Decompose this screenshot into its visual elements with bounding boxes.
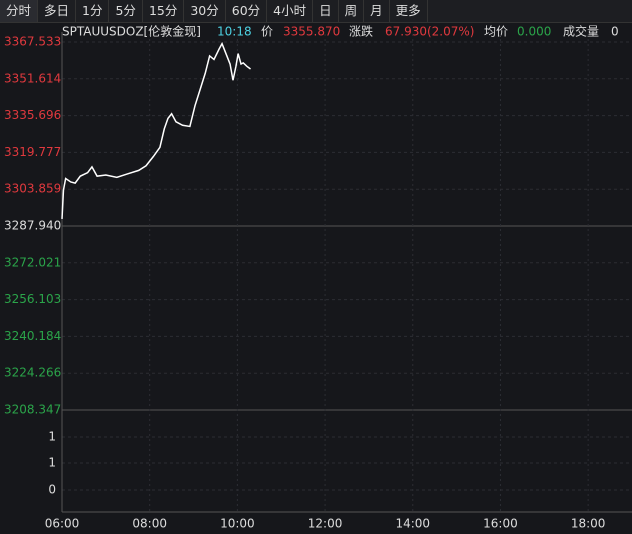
tab[interactable]: 月	[364, 0, 390, 22]
x-tick-label: 08:00	[132, 517, 167, 531]
y-tick-label: 3287.940	[4, 219, 61, 233]
change: 67.930(2.07%)	[385, 25, 474, 39]
x-tick-label: 16:00	[483, 517, 518, 531]
tab[interactable]: 30分	[184, 0, 226, 22]
y-tick-label: 3224.266	[4, 366, 61, 380]
tab[interactable]: 15分	[143, 0, 185, 22]
tab[interactable]: 1分	[76, 0, 110, 22]
volume-label: 1	[48, 430, 56, 444]
y-tick-label: 3319.777	[4, 145, 61, 159]
volume-label: 1	[48, 456, 56, 470]
toolbar: 分时 多日 1分 5分 15分 30分 60分 4小时日周月更多	[0, 0, 632, 23]
price-label: 价	[261, 25, 273, 39]
y-tick-label: 3240.184	[4, 329, 61, 343]
tab[interactable]: 4小时	[267, 0, 314, 22]
y-tick-label: 3256.103	[4, 292, 61, 306]
tab[interactable]: 周	[339, 0, 365, 22]
y-tick-label: 3272.021	[4, 255, 61, 269]
tab[interactable]: 多日	[38, 0, 77, 22]
price-line	[61, 41, 251, 219]
x-tick-label: 12:00	[308, 517, 343, 531]
tab[interactable]: 5分	[109, 0, 143, 22]
volume-label: 成交量	[563, 24, 599, 39]
x-tick-label: 14:00	[395, 517, 430, 531]
x-tick-label: 18:00	[571, 517, 606, 531]
price: 3355.870	[283, 25, 340, 39]
volume-label: 0	[48, 483, 56, 497]
avg: 0.000	[517, 25, 551, 39]
volume: 0	[611, 25, 619, 39]
change-label: 涨跌	[349, 24, 373, 39]
time: 10:18	[217, 25, 252, 39]
y-tick-label: 3208.347	[4, 403, 61, 417]
x-tick-label: 06:00	[45, 517, 80, 531]
tab[interactable]: 日	[313, 0, 339, 22]
y-tick-label: 3351.614	[4, 71, 61, 85]
tab[interactable]: 更多	[390, 0, 428, 22]
avg-label: 均价	[484, 25, 508, 39]
chart: SPTAUUSDOZ[伦敦金现] 10:18 价 3355.870 涨跌 67.…	[4, 24, 632, 531]
symbol: SPTAUUSDOZ[伦敦金现]	[62, 24, 201, 39]
tab[interactable]: 60分	[226, 0, 268, 22]
tab[interactable]: 分时	[0, 0, 39, 22]
y-tick-label: 3367.533	[4, 35, 61, 49]
y-tick-label: 3335.696	[4, 108, 61, 122]
y-tick-label: 3303.859	[4, 182, 61, 196]
x-tick-label: 10:00	[220, 517, 255, 531]
